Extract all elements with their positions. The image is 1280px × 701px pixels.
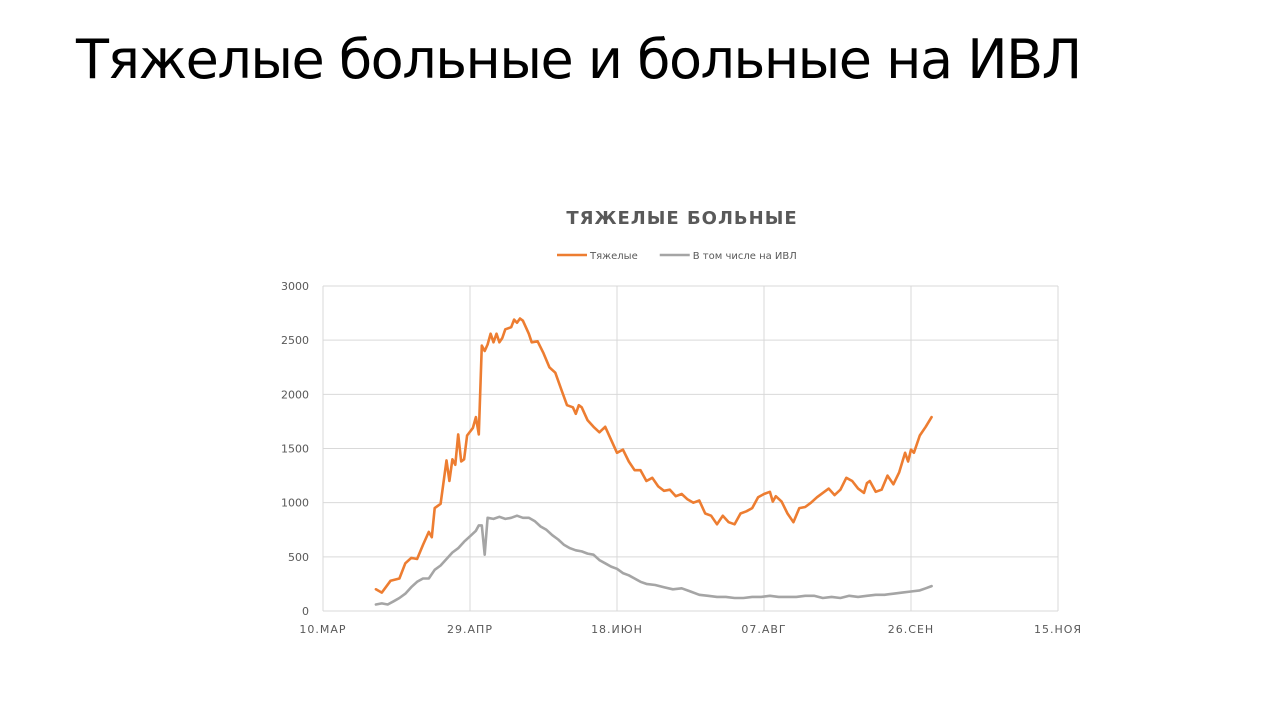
series-line-2 [374, 514, 933, 606]
chart-legend: Тяжелые В том числе на ИВЛ [557, 251, 797, 262]
x-tick-label: 07.АВГ [741, 623, 786, 636]
slide-title: Тяжелые больные и больные на ИВЛ [76, 28, 1082, 91]
y-tick-label: 2000 [281, 388, 309, 401]
chart-axes: 0 500 1000 1500 2000 2500 3000 10.МАР 29.АПР 18.И… [281, 280, 1082, 636]
y-tick-label: 1000 [281, 497, 309, 510]
chart-series [374, 317, 933, 606]
x-tick-label: 18.ИЮН [591, 623, 643, 636]
x-tick-label: 10.МАР [299, 623, 346, 636]
y-tick-label: 2500 [281, 334, 309, 347]
series-line-1 [374, 317, 933, 594]
legend-label-1: Тяжелые [589, 251, 638, 262]
y-tick-label: 1500 [281, 443, 309, 456]
y-tick-label: 0 [302, 605, 309, 618]
chart-gridlines [322, 285, 1059, 612]
x-tick-label: 26.СЕН [888, 623, 934, 636]
y-tick-label: 500 [288, 551, 309, 564]
x-tick-label: 15.НОЯ [1034, 623, 1082, 636]
chart-title: ТЯЖЕЛЫЕ БОЛЬНЫЕ [566, 208, 797, 229]
legend-label-2: В том числе на ИВЛ [693, 251, 797, 262]
y-tick-label: 3000 [281, 280, 309, 293]
x-tick-label: 29.АПР [447, 623, 493, 636]
